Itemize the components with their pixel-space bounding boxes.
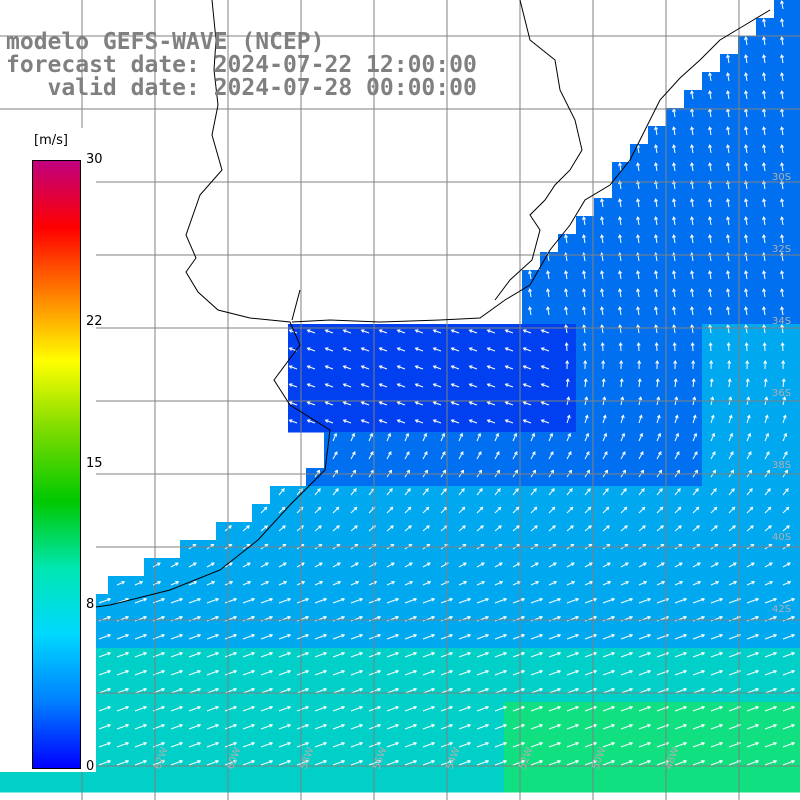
lat-label: 38S [772, 460, 791, 471]
colorbar-tick-label: 8 [86, 597, 95, 613]
colorbar-tick-label: 0 [86, 759, 95, 774]
lat-label: 34S [772, 316, 791, 327]
colorbar-unit: [m/s] [34, 133, 68, 148]
lat-label: 32S [772, 244, 791, 255]
coastline [0, 0, 771, 631]
colorbar-tick-label: 30 [86, 152, 103, 167]
colorbar [32, 160, 81, 769]
lat-label: 42S [772, 604, 791, 615]
lat-label: 40S [772, 532, 791, 543]
colorbar-tick-label: 22 [86, 313, 103, 329]
valid-date: valid date: 2024-07-28 00:00:00 [6, 75, 477, 101]
lat-label: 30S [772, 172, 791, 183]
colorbar-tick-label: 15 [86, 455, 103, 471]
forecast-date: forecast date: 2024-07-22 12:00:00 [6, 52, 477, 78]
lat-label: 36S [772, 388, 791, 399]
model-title: modelo GEFS-WAVE (NCEP) [6, 29, 325, 55]
